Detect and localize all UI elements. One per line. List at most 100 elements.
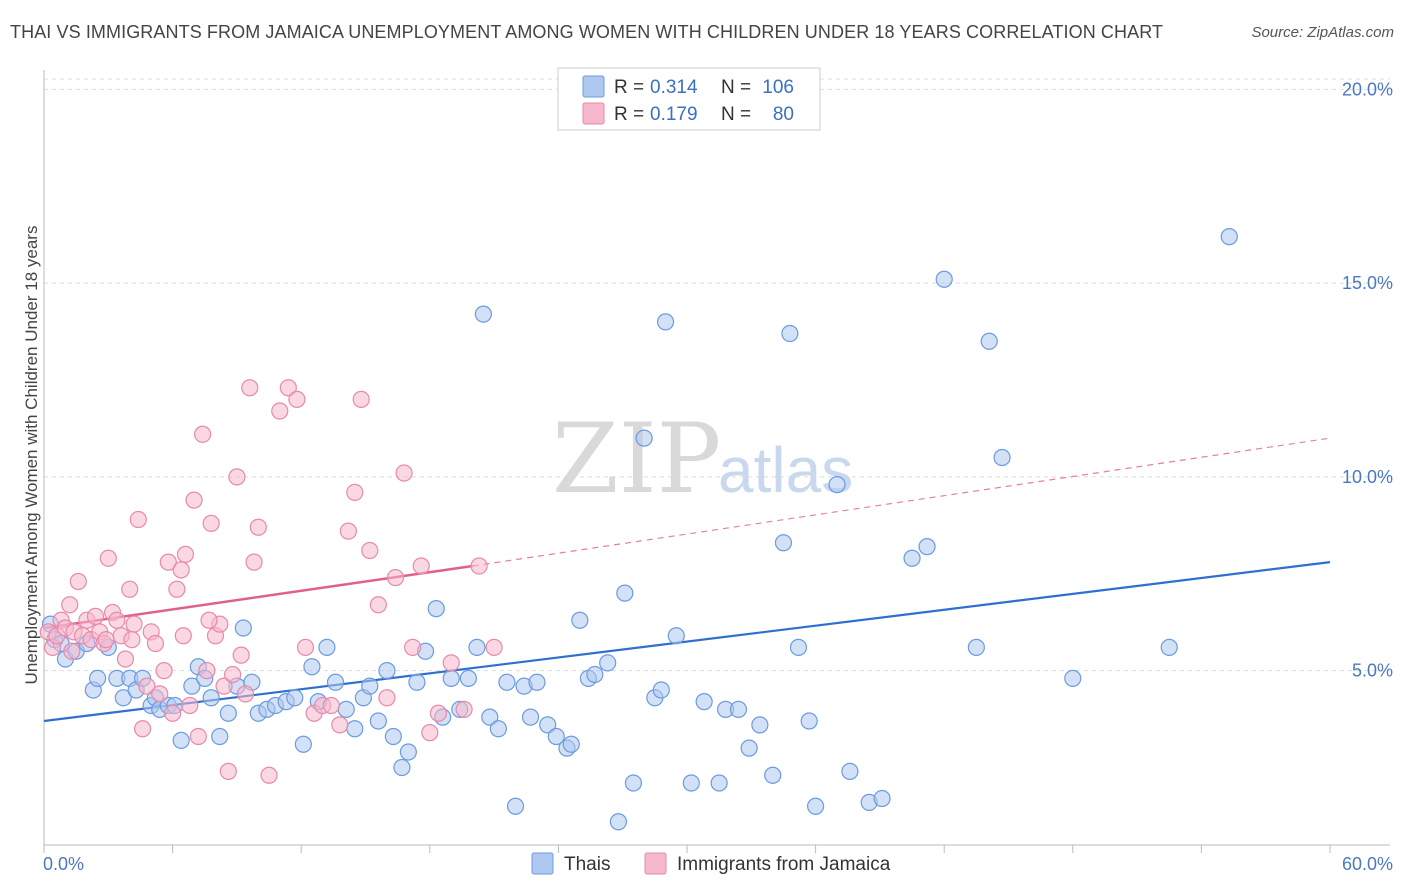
thai-point: [789, 638, 808, 656]
thai-point: [656, 313, 675, 331]
jamaica-point: [125, 615, 143, 633]
thai-trend-line: [43, 561, 1331, 723]
thai-point: [326, 673, 345, 691]
legend-swatch-thai: [582, 75, 605, 98]
jamaica-point: [296, 638, 315, 656]
thai-point: [318, 638, 336, 656]
legend-n-label-thai: N =: [721, 77, 751, 98]
jamaica-point: [271, 402, 289, 420]
jamaica-point: [346, 483, 364, 501]
jamaica-point: [228, 468, 246, 486]
jamaica-point: [404, 638, 422, 656]
thai-point: [361, 677, 379, 695]
x-tick-max: 60.0%: [1342, 854, 1393, 874]
jamaica-point: [174, 627, 192, 645]
jamaica-point: [288, 390, 306, 408]
thai-point: [489, 720, 507, 738]
thai-point: [764, 766, 782, 784]
thai-point: [114, 689, 132, 707]
jamaica-point: [224, 665, 242, 684]
axes: [43, 70, 1390, 853]
thai-point: [442, 669, 460, 687]
legend-swatch-jamaica: [582, 102, 605, 125]
thai-point: [506, 797, 525, 815]
jamaica-point: [176, 545, 195, 563]
grid-lines: [44, 78, 1390, 672]
jamaica-point: [429, 704, 447, 722]
thai-point: [695, 693, 713, 711]
thai-point: [1064, 669, 1082, 687]
thai-point: [547, 727, 565, 746]
x-tick-min: 0.0%: [43, 854, 84, 874]
thai-point: [729, 700, 748, 718]
thai-point: [211, 727, 229, 746]
thai-point: [586, 665, 604, 684]
y-tick-label: 5.0%: [1352, 661, 1393, 681]
thai-point: [781, 324, 799, 343]
thai-point: [378, 662, 396, 680]
jamaica-point: [123, 631, 141, 649]
thai-point: [751, 716, 769, 734]
thai-point: [88, 669, 107, 687]
watermark-atlas: atlas: [718, 434, 853, 506]
jamaica-point: [97, 631, 115, 649]
thai-point: [303, 658, 321, 676]
jamaica-point: [219, 762, 237, 780]
jamaica-point: [279, 379, 297, 397]
jamaica-point: [245, 553, 263, 571]
legend-n-value-thai: 106: [762, 77, 794, 98]
jamaica-point: [470, 557, 488, 575]
thai-point: [682, 774, 700, 792]
y-axis-label: Unemployment Among Women with Children U…: [22, 226, 41, 685]
jamaica-point: [378, 689, 396, 707]
jamaica-point: [215, 677, 233, 695]
legend-r-label-thai: R =: [614, 77, 644, 98]
jamaica-point: [164, 704, 182, 722]
thai-point: [183, 677, 201, 695]
thai-point: [369, 712, 387, 730]
jamaica-point: [352, 390, 370, 408]
jamaica-point: [189, 727, 207, 746]
jamaica-point: [155, 662, 173, 680]
jamaica-point: [442, 654, 460, 672]
thai-point: [474, 305, 492, 323]
jamaica-trend-line-extended: [472, 437, 1331, 567]
thai-point: [774, 534, 793, 552]
watermark-zip: ZIP: [552, 403, 721, 515]
jamaica-point: [236, 685, 255, 703]
jamaica-point: [395, 464, 413, 482]
jamaica-point: [361, 541, 379, 560]
thai-point: [234, 619, 252, 637]
thai-point: [599, 654, 617, 672]
thai-point: [539, 716, 557, 734]
bottom-legend-swatch-jamaica: [644, 852, 667, 875]
jamaica-point: [202, 514, 220, 532]
jamaica-point: [200, 611, 218, 629]
legend-r-value-thai: 0.314: [650, 77, 698, 98]
jamaica-points: [39, 379, 503, 784]
thai-point: [337, 700, 355, 718]
thai-point: [873, 789, 891, 808]
y-tick-label: 10.0%: [1342, 467, 1393, 487]
jamaica-point: [194, 425, 212, 443]
thai-point: [521, 708, 540, 726]
jamaica-point: [339, 522, 357, 540]
thai-point: [740, 739, 758, 757]
jamaica-point: [151, 685, 169, 703]
jamaica-point: [331, 716, 349, 734]
thai-point: [652, 681, 670, 699]
y-tick-labels: 5.0% 10.0% 15.0% 20.0%: [1342, 79, 1393, 680]
jamaica-point: [485, 638, 503, 656]
thai-point: [219, 704, 237, 722]
jamaica-point: [421, 724, 439, 742]
thai-point: [408, 673, 426, 691]
jamaica-point: [61, 596, 79, 614]
bottom-legend-swatch-thai: [531, 852, 554, 875]
thai-point: [841, 762, 859, 780]
jamaica-point: [249, 518, 267, 536]
thai-point: [624, 774, 643, 792]
jamaica-point: [455, 700, 473, 718]
thai-point: [667, 627, 685, 645]
thai-point: [346, 720, 364, 738]
